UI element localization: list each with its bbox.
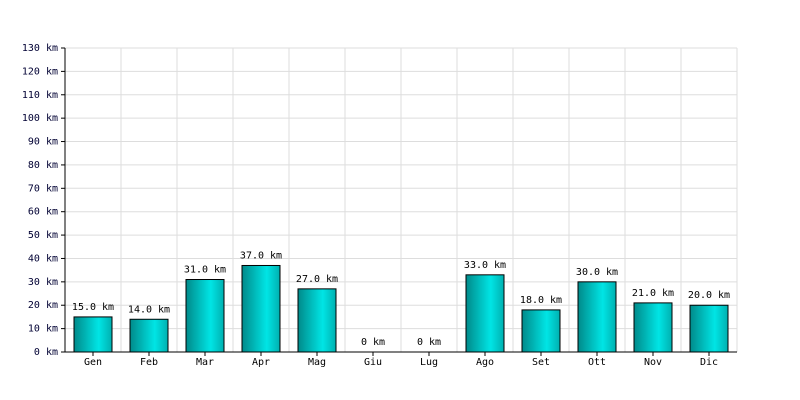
x-tick-label: Mar [196, 357, 214, 368]
value-label: 27.0 km [296, 274, 338, 285]
x-tick-label: Gen [84, 357, 102, 368]
y-tick-label: 110 km [22, 90, 58, 101]
y-tick-label: 20 km [28, 300, 58, 311]
y-tick-label: 10 km [28, 324, 58, 335]
y-tick-label: 60 km [28, 207, 58, 218]
x-tick-label: Apr [252, 357, 270, 368]
value-label: 14.0 km [128, 304, 170, 315]
value-label: 21.0 km [632, 288, 674, 299]
x-tick-label: Set [532, 357, 550, 368]
value-label: 20.0 km [688, 290, 730, 301]
y-tick-label: 120 km [22, 66, 58, 77]
y-tick-label: 70 km [28, 183, 58, 194]
y-tick-label: 80 km [28, 160, 58, 171]
value-label: 0 km [361, 337, 385, 348]
value-label: 18.0 km [520, 295, 562, 306]
y-tick-label: 50 km [28, 230, 58, 241]
bar [185, 279, 225, 353]
value-label: 33.0 km [464, 260, 506, 271]
x-tick-label: Lug [420, 357, 438, 368]
bar [129, 318, 169, 353]
y-tick-label: 90 km [28, 137, 58, 148]
bar [521, 309, 561, 353]
y-tick-label: 0 km [34, 347, 58, 358]
value-label: 37.0 km [240, 250, 282, 261]
x-tick-label: Giu [364, 357, 382, 368]
value-label: 31.0 km [184, 265, 226, 276]
value-label: 0 km [417, 337, 441, 348]
value-label: 15.0 km [72, 302, 114, 313]
y-tick-label: 40 km [28, 253, 58, 264]
bar [297, 288, 337, 353]
y-tick-label: 100 km [22, 113, 58, 124]
x-tick-label: Nov [644, 357, 662, 368]
bar [689, 304, 729, 353]
bar [633, 302, 673, 353]
x-tick-label: Mag [308, 357, 326, 368]
bar [241, 264, 281, 353]
bar [577, 281, 617, 353]
bar [73, 316, 113, 353]
y-tick-label: 130 km [22, 43, 58, 54]
value-label: 30.0 km [576, 267, 618, 278]
x-tick-label: Ago [476, 357, 494, 368]
bar [465, 274, 505, 353]
y-tick-label: 30 km [28, 277, 58, 288]
x-tick-label: Feb [140, 357, 158, 368]
x-tick-label: Dic [700, 357, 718, 368]
x-tick-label: Ott [588, 357, 606, 368]
